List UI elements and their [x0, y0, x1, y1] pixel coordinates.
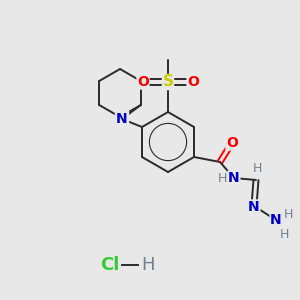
- Text: O: O: [137, 75, 149, 89]
- Text: H: H: [279, 227, 289, 241]
- Text: H: H: [252, 163, 262, 176]
- Text: H: H: [141, 256, 155, 274]
- Text: H: H: [217, 172, 227, 185]
- Text: N: N: [270, 213, 282, 227]
- Text: S: S: [163, 74, 173, 89]
- Text: N: N: [116, 112, 128, 126]
- Text: N: N: [116, 112, 128, 126]
- Text: H: H: [283, 208, 293, 221]
- Text: O: O: [187, 75, 199, 89]
- Text: N: N: [248, 200, 260, 214]
- Text: Cl: Cl: [100, 256, 120, 274]
- Text: N: N: [228, 171, 240, 185]
- Text: O: O: [226, 136, 238, 150]
